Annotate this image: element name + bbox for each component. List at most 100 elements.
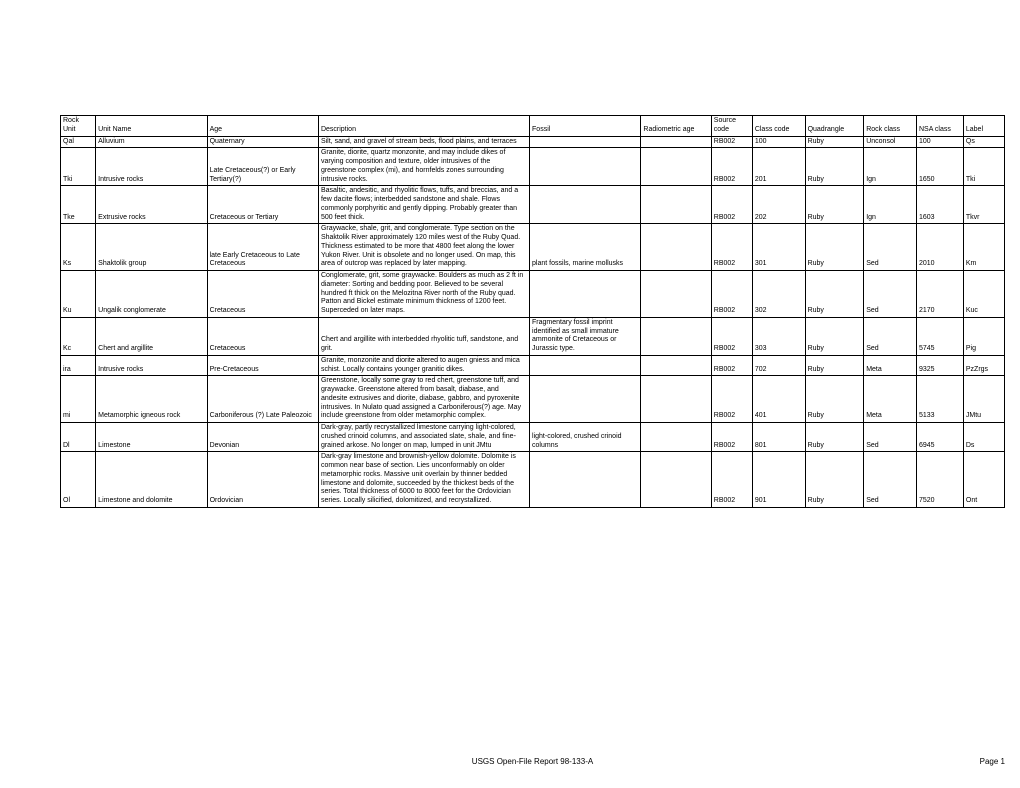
cell-rockunit: Ku [61,271,96,318]
cell-classcode: 303 [752,317,805,355]
cell-age: Cretaceous [207,271,318,318]
cell-fossil: plant fossils, marine mollusks [530,224,641,271]
cell-rockunit: Qal [61,136,96,148]
table-row: DlLimestoneDevonianDark-gray, partly rec… [61,423,1005,452]
cell-classcode: 201 [752,148,805,186]
cell-nsaclass: 5133 [916,376,963,423]
cell-label: JMtu [963,376,1004,423]
cell-quadrangle: Ruby [805,186,864,224]
cell-description: Chert and argillite with interbedded rhy… [318,317,529,355]
geologic-table-container: Rock Unit Unit Name Age Description Foss… [60,115,1005,508]
cell-label: Pig [963,317,1004,355]
cell-unitname: Metamorphic igneous rock [96,376,207,423]
cell-unitname: Limestone and dolomite [96,452,207,508]
cell-label: Ds [963,423,1004,452]
cell-fossil [530,271,641,318]
cell-rockunit: mi [61,376,96,423]
cell-rockclass: Sed [864,224,917,271]
table-row: QalAlluviumQuaternarySilt, sand, and gra… [61,136,1005,148]
header-nsaclass: NSA class [916,116,963,137]
cell-classcode: 301 [752,224,805,271]
cell-label: PzZrgs [963,355,1004,376]
cell-age: Carboniferous (?) Late Paleozoic [207,376,318,423]
cell-unitname: Intrusive rocks [96,355,207,376]
cell-nsaclass: 100 [916,136,963,148]
cell-fossil [530,452,641,508]
cell-classcode: 702 [752,355,805,376]
cell-fossil [530,376,641,423]
cell-label: Qs [963,136,1004,148]
cell-age: Cretaceous or Tertiary [207,186,318,224]
cell-rockclass: Sed [864,423,917,452]
header-age: Age [207,116,318,137]
cell-rockunit: Tki [61,148,96,186]
cell-radiometric [641,271,711,318]
table-row: OlLimestone and dolomiteOrdovicianDark-g… [61,452,1005,508]
cell-radiometric [641,224,711,271]
cell-radiometric [641,317,711,355]
cell-quadrangle: Ruby [805,224,864,271]
cell-radiometric [641,452,711,508]
cell-unitname: Chert and argillite [96,317,207,355]
header-description: Description [318,116,529,137]
table-row: TkiIntrusive rocksLate Cretaceous(?) or … [61,148,1005,186]
cell-source: RB002 [711,452,752,508]
cell-rockclass: Ign [864,186,917,224]
table-row: miMetamorphic igneous rockCarboniferous … [61,376,1005,423]
cell-source: RB002 [711,148,752,186]
cell-classcode: 901 [752,452,805,508]
cell-label: Tki [963,148,1004,186]
cell-nsaclass: 1603 [916,186,963,224]
cell-source: RB002 [711,224,752,271]
cell-radiometric [641,186,711,224]
cell-unitname: Ungalik conglomerate [96,271,207,318]
table-row: KcChert and argilliteCretaceousChert and… [61,317,1005,355]
header-rockclass: Rock class [864,116,917,137]
footer-report-title: USGS Open-File Report 98-133-A [472,757,593,766]
cell-radiometric [641,355,711,376]
table-row: TkeExtrusive rocksCretaceous or Tertiary… [61,186,1005,224]
cell-age: Ordovician [207,452,318,508]
cell-unitname: Alluvium [96,136,207,148]
cell-age: Pre-Cretaceous [207,355,318,376]
cell-source: RB002 [711,317,752,355]
cell-fossil: light-colored, crushed crinoid columns [530,423,641,452]
cell-age: Cretaceous [207,317,318,355]
cell-fossil [530,148,641,186]
cell-rockunit: ira [61,355,96,376]
cell-nsaclass: 1650 [916,148,963,186]
cell-radiometric [641,148,711,186]
cell-source: RB002 [711,376,752,423]
cell-quadrangle: Ruby [805,148,864,186]
cell-description: Granite, diorite, quartz monzonite, and … [318,148,529,186]
header-rockunit: Rock Unit [61,116,96,137]
cell-label: Ont [963,452,1004,508]
cell-fossil [530,186,641,224]
cell-radiometric [641,423,711,452]
header-unitname: Unit Name [96,116,207,137]
cell-nsaclass: 7520 [916,452,963,508]
cell-description: Basaltic, andesitic, and rhyolitic flows… [318,186,529,224]
cell-fossil [530,136,641,148]
table-header-row: Rock Unit Unit Name Age Description Foss… [61,116,1005,137]
cell-rockunit: Dl [61,423,96,452]
cell-age: late Early Cretaceous to Late Cretaceous [207,224,318,271]
cell-quadrangle: Ruby [805,317,864,355]
cell-nsaclass: 6945 [916,423,963,452]
cell-age: Quaternary [207,136,318,148]
cell-radiometric [641,376,711,423]
header-classcode: Class code [752,116,805,137]
cell-description: Granite, monzonite and diorite altered t… [318,355,529,376]
cell-rockclass: Sed [864,317,917,355]
cell-description: Dark-gray, partly recrystallized limesto… [318,423,529,452]
cell-quadrangle: Ruby [805,355,864,376]
cell-label: Kuc [963,271,1004,318]
geologic-table: Rock Unit Unit Name Age Description Foss… [60,115,1005,508]
header-label: Label [963,116,1004,137]
cell-rockclass: Sed [864,271,917,318]
cell-rockunit: Tke [61,186,96,224]
table-row: KsShaktolik grouplate Early Cretaceous t… [61,224,1005,271]
cell-source: RB002 [711,423,752,452]
header-radiometric: Radiometric age [641,116,711,137]
cell-fossil: Fragmentary fossil imprint identified as… [530,317,641,355]
